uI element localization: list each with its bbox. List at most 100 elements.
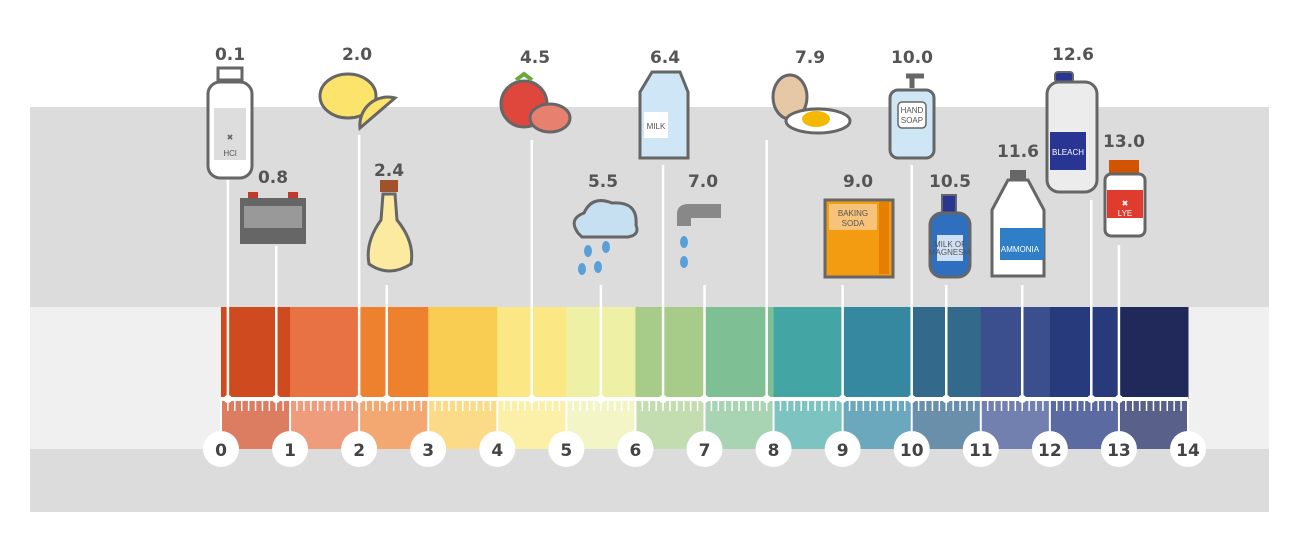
item-ph-13.0: ✖LYE 13.0 <box>1103 132 1147 403</box>
ph-segment-6 <box>635 307 705 397</box>
cap <box>941 194 957 214</box>
pointer-dot <box>382 395 391 403</box>
item-ph-0.8: 0.8 <box>240 168 306 403</box>
egg-icon <box>771 73 852 135</box>
ph-segment-11 <box>980 307 1051 397</box>
pump <box>906 73 924 88</box>
ph-value-label: 9.0 <box>843 172 873 192</box>
ph-number-label: 13 <box>1107 441 1131 461</box>
icon-text: SOAP <box>901 116 923 125</box>
icon-text: MILK OF <box>934 240 966 249</box>
ph-number-circle <box>686 431 723 467</box>
item-ph-2.0: 2.0 <box>318 45 399 403</box>
item-ph-7.9: 7.9 <box>762 48 852 403</box>
raindrop <box>594 261 602 273</box>
label <box>1050 132 1086 170</box>
ph-number-label: 14 <box>1176 441 1200 461</box>
ph-number-circle <box>617 431 654 467</box>
vinegar-cruet-icon <box>366 180 414 273</box>
ph-number-circle <box>479 431 516 467</box>
icon-text: ✖ <box>227 133 234 142</box>
ph-segment-0 <box>221 307 291 397</box>
pointer-dot <box>1114 395 1123 403</box>
pointer-dot <box>907 395 916 403</box>
label <box>244 206 302 228</box>
item-ph-2.4: 2.4 <box>366 161 414 403</box>
lid <box>1109 160 1139 174</box>
icon-text: MILK <box>647 122 666 131</box>
pointer-dot <box>272 395 281 403</box>
faucet <box>677 204 721 226</box>
item-ph-7.0: 7.0 <box>677 172 721 403</box>
ph-segment-2 <box>359 307 429 397</box>
ph-value-label: 0.1 <box>215 45 245 65</box>
ph-value-label: 0.8 <box>258 168 288 188</box>
pointer-dot <box>942 395 951 403</box>
icon-text: SODA <box>842 219 865 228</box>
raindrop <box>578 263 586 275</box>
ammonia-jug-icon: AMMONIA <box>990 170 1046 278</box>
ph-value-label: 4.5 <box>520 48 550 68</box>
ph-value-label: 12.6 <box>1052 45 1094 65</box>
ph-number-2: 2 <box>341 431 378 467</box>
icon-text: ✖ <box>1122 199 1129 208</box>
terminal <box>288 192 298 198</box>
ph-number-3: 3 <box>410 431 447 467</box>
lemon-icon <box>318 72 399 132</box>
ph-number-circle <box>1170 431 1206 467</box>
cruet <box>366 192 414 273</box>
side <box>879 202 889 274</box>
ph-number-label: 3 <box>422 441 434 461</box>
tomato-slice <box>528 102 572 134</box>
pointer-dot <box>223 395 232 403</box>
ph-number-7: 7 <box>686 431 723 467</box>
label <box>897 101 927 129</box>
pointer-dot <box>1087 395 1096 403</box>
ph-number-label: 12 <box>1038 441 1062 461</box>
stem <box>514 71 534 82</box>
ph-value-label: 2.0 <box>342 45 372 65</box>
ph-number-12: 12 <box>1031 431 1068 467</box>
pointer-dot <box>838 395 847 403</box>
yolk <box>802 111 830 127</box>
water-drop <box>680 256 688 268</box>
pointer-dot <box>527 395 536 403</box>
ph-value-label: 7.9 <box>795 48 825 68</box>
lemon <box>318 72 378 120</box>
ph-number-label: 2 <box>353 441 365 461</box>
ph-number-13: 13 <box>1100 431 1137 467</box>
ph-number-circle <box>755 431 792 467</box>
raindrop <box>584 245 592 257</box>
ph-number-circle <box>962 431 999 467</box>
ph-number-0: 0 <box>203 431 239 467</box>
ph-number-circle <box>1031 431 1068 467</box>
ph-number-label: 5 <box>560 441 572 461</box>
label <box>1000 228 1044 260</box>
ph-number-label: 1 <box>284 441 296 461</box>
ph-number-circle <box>272 431 309 467</box>
ph-number-5: 5 <box>548 431 585 467</box>
ph-segment-3 <box>428 307 498 397</box>
ph-value-label: 13.0 <box>1103 132 1145 152</box>
label <box>1107 190 1143 218</box>
item-ph-11.6: AMMONIA 11.6 <box>990 142 1046 403</box>
icon-text: MAGNESIA <box>929 248 972 257</box>
terminal <box>248 192 258 198</box>
ph-number-14: 14 <box>1170 431 1206 467</box>
cap <box>1010 170 1026 180</box>
water-drop <box>680 236 688 248</box>
ph-number-11: 11 <box>962 431 999 467</box>
cap <box>216 66 244 82</box>
item-ph-6.4: MILK 6.4 <box>638 48 690 403</box>
ph-segment-9 <box>842 307 913 397</box>
ph-value-label: 7.0 <box>688 172 718 192</box>
cloud <box>572 199 639 239</box>
ph-number-circle <box>824 431 861 467</box>
battery-icon <box>240 192 306 244</box>
ph-number-label: 7 <box>699 441 711 461</box>
lemon-slice <box>358 95 399 132</box>
